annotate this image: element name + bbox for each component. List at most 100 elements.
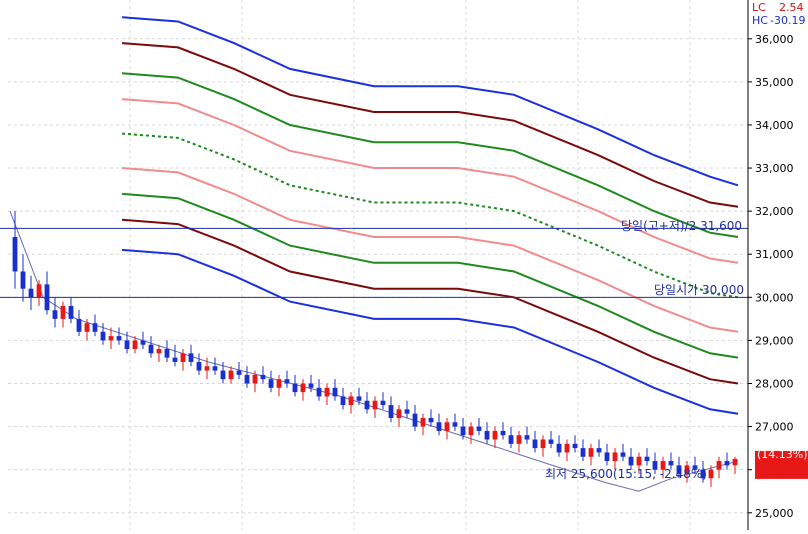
y-tick-label-0: 25,000 xyxy=(755,507,794,520)
candle-body-27 xyxy=(228,370,234,380)
y-tick-label-6: 31,000 xyxy=(755,248,794,261)
candle-body-33 xyxy=(276,379,282,388)
candle-body-24 xyxy=(204,366,210,371)
band-mid-upper xyxy=(121,42,739,208)
band-outer-lower xyxy=(121,248,739,415)
band-pink-upper xyxy=(121,98,739,264)
band-mid-lower xyxy=(121,218,739,385)
y-tick-label-9: 34,000 xyxy=(755,119,794,132)
candle-body-66 xyxy=(540,439,546,449)
candle-body-14 xyxy=(124,340,130,350)
candle-body-18 xyxy=(156,349,162,354)
thin-price-line xyxy=(9,210,739,492)
band-pink-lower xyxy=(121,167,739,333)
candle-body-78 xyxy=(636,456,642,466)
candle-body-80 xyxy=(652,461,658,470)
candle-body-52 xyxy=(428,417,434,423)
candle-body-12 xyxy=(108,336,114,341)
midpoint-annotation: 당일(고+저)/2 31,600 xyxy=(621,219,742,233)
indicator-readout: LC 2.54 HC -30.19 xyxy=(752,1,805,27)
candle-body-63 xyxy=(516,435,522,444)
candle-body-45 xyxy=(372,400,378,410)
candle-body-61 xyxy=(500,430,506,436)
candle-body-20 xyxy=(172,357,178,362)
candle-body-81 xyxy=(660,461,666,470)
candle-body-88 xyxy=(716,461,722,470)
candle-body-38 xyxy=(316,387,322,397)
candle-body-77 xyxy=(628,456,634,466)
candle-body-85 xyxy=(692,465,698,470)
candle-body-51 xyxy=(420,417,426,427)
candle-body-25 xyxy=(212,366,218,371)
candle-body-55 xyxy=(452,422,458,427)
candle-body-7 xyxy=(68,305,74,319)
candle-body-53 xyxy=(436,422,442,431)
candle-body-1 xyxy=(20,271,26,289)
candle-body-21 xyxy=(180,353,186,362)
candle-body-39 xyxy=(324,387,330,397)
candle-body-68 xyxy=(556,443,562,453)
candle-body-29 xyxy=(244,374,250,384)
candle-body-56 xyxy=(460,426,466,436)
candle-body-3 xyxy=(36,284,42,298)
candle-body-10 xyxy=(92,323,98,332)
candle-body-48 xyxy=(396,409,402,418)
current-change: (14.13%) xyxy=(757,448,808,461)
current-price: 26,250 xyxy=(759,435,798,448)
candle-body-60 xyxy=(492,430,498,440)
candle-body-37 xyxy=(308,383,314,388)
candle-body-16 xyxy=(140,340,146,345)
candle-body-44 xyxy=(364,400,370,410)
candle-body-87 xyxy=(708,469,714,479)
candle-body-57 xyxy=(468,426,474,436)
candle-body-84 xyxy=(684,465,690,474)
band-inner-lower xyxy=(121,192,739,359)
candle-layer xyxy=(12,211,738,487)
candle-body-2 xyxy=(28,288,34,298)
y-tick-label-5: 30,000 xyxy=(755,291,794,304)
candle-body-0 xyxy=(12,236,18,272)
candle-body-90 xyxy=(732,458,738,466)
candle-body-75 xyxy=(612,452,618,462)
candle-body-70 xyxy=(572,443,578,449)
candle-body-42 xyxy=(348,396,354,406)
candle-body-62 xyxy=(508,435,514,444)
candle-body-11 xyxy=(100,331,106,341)
candle-body-31 xyxy=(260,374,266,380)
candle-body-89 xyxy=(724,461,730,466)
candle-body-17 xyxy=(148,344,154,354)
lc-label: LC xyxy=(752,1,766,14)
candle-body-22 xyxy=(188,353,194,362)
candle-body-15 xyxy=(132,340,138,350)
y-tick-label-2: 27,000 xyxy=(755,421,794,434)
lc-value: 2.54 xyxy=(779,1,804,14)
candle-body-54 xyxy=(444,422,450,431)
candle-body-73 xyxy=(596,448,602,453)
candle-body-23 xyxy=(196,361,202,371)
candle-body-13 xyxy=(116,336,122,341)
band-layer xyxy=(121,16,739,415)
candle-body-72 xyxy=(588,448,594,457)
y-tick-label-10: 35,000 xyxy=(755,76,794,89)
candle-body-50 xyxy=(412,413,418,427)
hline-layer xyxy=(0,227,748,298)
candle-body-9 xyxy=(84,323,90,332)
candle-body-86 xyxy=(700,469,706,479)
candle-body-83 xyxy=(676,465,682,474)
candle-body-59 xyxy=(484,430,490,440)
candle-body-74 xyxy=(604,452,610,462)
candle-body-71 xyxy=(580,448,586,457)
candle-body-46 xyxy=(380,400,386,406)
candle-body-40 xyxy=(332,387,338,397)
hc-value: -30.19 xyxy=(770,14,805,27)
candle-body-79 xyxy=(644,456,650,462)
candle-body-32 xyxy=(268,379,274,388)
band-center xyxy=(121,132,739,299)
candle-body-49 xyxy=(404,409,410,414)
candle-body-69 xyxy=(564,443,570,453)
open-annotation: 당일시가 30,000 xyxy=(654,283,744,297)
candle-body-76 xyxy=(620,452,626,457)
candle-body-36 xyxy=(300,383,306,393)
